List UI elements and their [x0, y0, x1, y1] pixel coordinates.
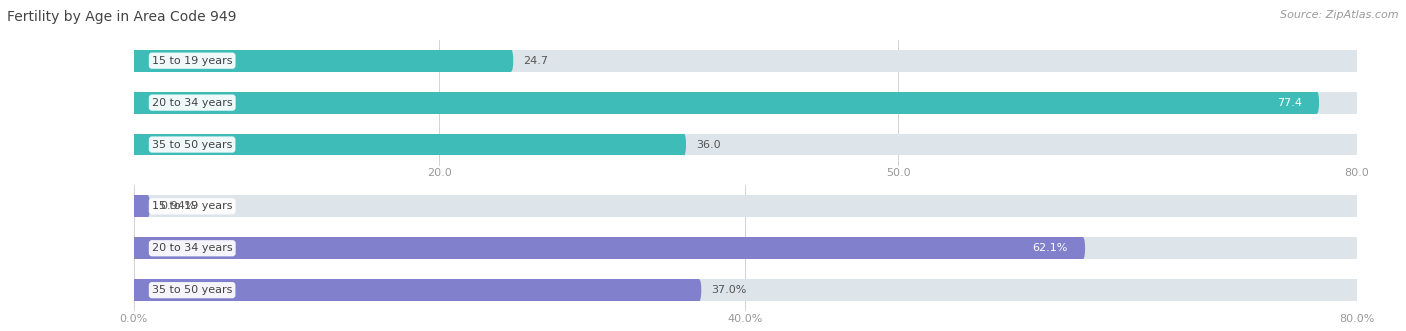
Ellipse shape [1315, 92, 1319, 114]
Ellipse shape [509, 50, 513, 71]
Ellipse shape [132, 92, 135, 114]
Text: 37.0%: 37.0% [711, 285, 747, 295]
Ellipse shape [132, 50, 135, 71]
Bar [134, 92, 1357, 114]
Bar [134, 237, 1083, 259]
Text: 20 to 34 years: 20 to 34 years [152, 243, 232, 253]
Ellipse shape [1081, 237, 1085, 259]
Bar [134, 279, 699, 301]
Text: 77.4: 77.4 [1277, 98, 1302, 108]
Bar [134, 50, 512, 71]
Bar [134, 50, 1357, 71]
Ellipse shape [132, 134, 135, 156]
Ellipse shape [697, 279, 702, 301]
Ellipse shape [132, 237, 135, 259]
Ellipse shape [132, 50, 135, 71]
Bar [134, 92, 1317, 114]
Text: 0.94%: 0.94% [160, 201, 195, 211]
Bar [134, 237, 1357, 259]
Bar [134, 195, 1357, 217]
Ellipse shape [1355, 195, 1358, 217]
Ellipse shape [132, 237, 135, 259]
Text: Source: ZipAtlas.com: Source: ZipAtlas.com [1281, 10, 1399, 20]
Ellipse shape [1355, 279, 1358, 301]
Ellipse shape [1355, 237, 1358, 259]
Ellipse shape [132, 195, 135, 217]
Text: 20 to 34 years: 20 to 34 years [152, 98, 232, 108]
Ellipse shape [132, 92, 135, 114]
Bar [134, 279, 1357, 301]
Ellipse shape [1355, 134, 1358, 156]
Bar [134, 195, 148, 217]
Text: 62.1%: 62.1% [1032, 243, 1067, 253]
Text: 15 to 19 years: 15 to 19 years [152, 56, 232, 66]
Text: 35 to 50 years: 35 to 50 years [152, 285, 232, 295]
Ellipse shape [132, 279, 135, 301]
Ellipse shape [132, 279, 135, 301]
Ellipse shape [132, 134, 135, 156]
Bar [134, 134, 1357, 156]
Ellipse shape [1355, 92, 1358, 114]
Text: Fertility by Age in Area Code 949: Fertility by Age in Area Code 949 [7, 10, 236, 24]
Ellipse shape [146, 195, 150, 217]
Text: 15 to 19 years: 15 to 19 years [152, 201, 232, 211]
Text: 36.0: 36.0 [696, 140, 721, 150]
Text: 24.7: 24.7 [523, 56, 548, 66]
Text: 35 to 50 years: 35 to 50 years [152, 140, 232, 150]
Bar [134, 134, 685, 156]
Ellipse shape [1355, 50, 1358, 71]
Ellipse shape [132, 195, 135, 217]
Ellipse shape [682, 134, 686, 156]
